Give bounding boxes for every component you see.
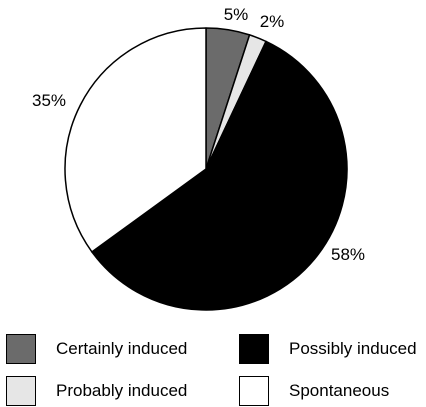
- pie-slice-spontaneous: [64, 27, 207, 253]
- pie-slices: [64, 27, 348, 311]
- data-label-certainly-induced: 5%: [224, 5, 249, 24]
- data-label-possibly-induced: 58%: [331, 245, 365, 264]
- pie-slice-possibly-induced: [91, 40, 348, 311]
- pie-labels: 5% 2% 58% 35%: [32, 5, 365, 264]
- data-label-spontaneous: 35%: [32, 91, 66, 110]
- data-label-probably-induced: 2%: [260, 12, 285, 31]
